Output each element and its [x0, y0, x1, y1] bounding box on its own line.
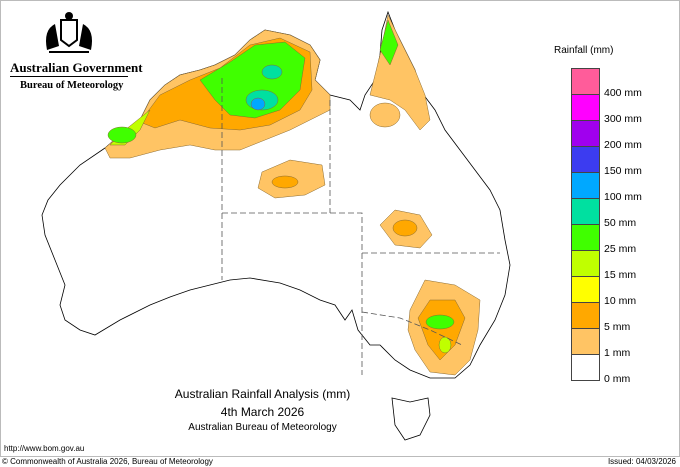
legend-label: 15 mm — [604, 269, 637, 281]
rainfall-areas — [104, 14, 481, 376]
legend-label: 5 mm — [604, 321, 631, 333]
legend-label: 0 mm — [604, 373, 631, 385]
legend-swatch — [571, 328, 600, 354]
legend-swatch — [571, 224, 600, 250]
rain-area-100mm — [250, 97, 266, 111]
legend-swatch — [571, 146, 600, 172]
website-link[interactable]: http://www.bom.gov.au — [4, 444, 85, 453]
legend-label: 200 mm — [604, 139, 642, 151]
rain-area-qld-inland-5mm — [392, 219, 418, 237]
legend-swatch — [571, 276, 600, 302]
legend-label: 1 mm — [604, 347, 631, 359]
rain-area-se-15mm — [438, 336, 452, 354]
legend-swatch — [571, 250, 600, 276]
rain-area-gulf — [369, 102, 401, 128]
legend-label: 150 mm — [604, 165, 642, 177]
legend-label: 400 mm — [604, 87, 642, 99]
legend-label: 300 mm — [604, 113, 642, 125]
coat-of-arms-logo — [8, 10, 130, 63]
legend-swatch — [571, 120, 600, 146]
legend-swatch — [571, 302, 600, 328]
legend-label: 10 mm — [604, 295, 637, 307]
government-name: Australian Government — [10, 60, 143, 75]
rain-area-se-25mm — [425, 314, 455, 330]
agency-name: Bureau of Meteorology — [20, 80, 124, 91]
legend-swatch — [571, 354, 600, 381]
rain-area-north-25mm — [199, 41, 306, 119]
rain-area-cape-york-green — [379, 19, 399, 66]
rain-area-top-end-50mm — [261, 64, 283, 80]
map-subtitle: Australian Bureau of Meteorology — [188, 422, 337, 433]
legend-swatch — [571, 94, 600, 120]
legend-swatch — [571, 198, 600, 224]
legend-title: Rainfall (mm) — [554, 45, 614, 56]
rain-area-se-5mm — [417, 299, 466, 361]
logo-divider — [10, 76, 128, 77]
issued-date: Issued: 04/03/2026 — [607, 457, 676, 466]
state-borders — [221, 78, 500, 375]
legend-swatch — [571, 172, 600, 198]
map-date: 4th March 2026 — [220, 405, 305, 419]
legend-swatch — [571, 68, 600, 94]
rain-area-kimberley — [107, 126, 137, 144]
legend-label: 100 mm — [604, 191, 642, 203]
legend-label: 50 mm — [604, 217, 637, 229]
rain-area-central-5mm — [271, 175, 299, 189]
tasmania — [391, 397, 431, 441]
legend-label: 25 mm — [604, 243, 637, 255]
map-title: Australian Rainfall Analysis (mm) — [174, 387, 351, 401]
copyright: © Commonwealth of Australia 2026, Bureau… — [2, 457, 213, 466]
